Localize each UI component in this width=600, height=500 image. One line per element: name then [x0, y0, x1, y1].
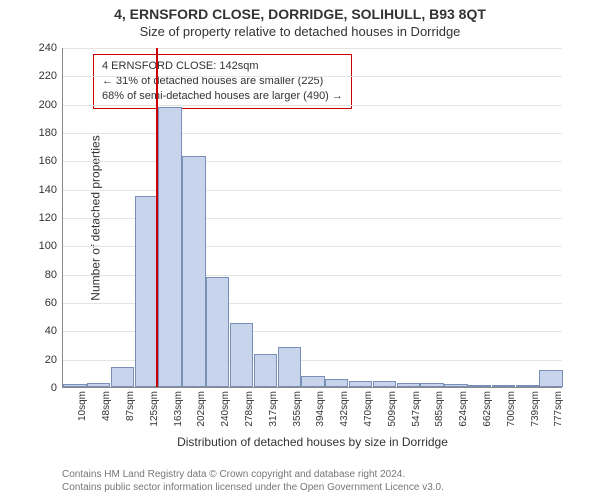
- x-tick-label: 240sqm: [220, 391, 231, 427]
- x-tick-label: 317sqm: [268, 391, 279, 427]
- x-tick-label: 585sqm: [434, 391, 445, 427]
- gridline: [63, 76, 562, 77]
- histogram-bar: [111, 367, 134, 387]
- x-tick-label: 739sqm: [530, 391, 541, 427]
- histogram-bar: [444, 384, 467, 387]
- footer-line2: Contains public sector information licen…: [62, 481, 580, 494]
- property-marker-line: [156, 48, 158, 387]
- y-tick-label: 200: [39, 99, 57, 111]
- histogram-bar: [254, 354, 277, 387]
- histogram-bar: [397, 383, 420, 387]
- histogram-bar: [63, 384, 86, 387]
- y-tick-label: 220: [39, 70, 57, 82]
- y-tick-label: 20: [45, 354, 57, 366]
- y-tick-label: 100: [39, 240, 57, 252]
- x-tick-label: 624sqm: [458, 391, 469, 427]
- x-tick-label: 125sqm: [149, 391, 160, 427]
- histogram-bar: [158, 107, 181, 388]
- callout-line3: 68% of semi-detached houses are larger (…: [102, 89, 343, 104]
- x-tick-label: 432sqm: [339, 391, 350, 427]
- chart-container: 4, ERNSFORD CLOSE, DORRIDGE, SOLIHULL, B…: [0, 0, 600, 500]
- y-tick-label: 40: [45, 325, 57, 337]
- histogram-bar: [492, 385, 515, 387]
- histogram-bar: [516, 385, 539, 387]
- x-tick-label: 662sqm: [482, 391, 493, 427]
- gridline: [63, 133, 562, 134]
- y-tick-label: 60: [45, 297, 57, 309]
- footer-line1: Contains HM Land Registry data © Crown c…: [62, 468, 580, 481]
- histogram-bar: [278, 347, 301, 387]
- histogram-bar: [206, 277, 229, 388]
- property-callout: 4 ERNSFORD CLOSE: 142sqm ← 31% of detach…: [93, 54, 352, 109]
- gridline: [63, 190, 562, 191]
- chart-subtitle: Size of property relative to detached ho…: [0, 22, 600, 39]
- chart-title-address: 4, ERNSFORD CLOSE, DORRIDGE, SOLIHULL, B…: [0, 0, 600, 22]
- gridline: [63, 48, 562, 49]
- x-axis-label: Distribution of detached houses by size …: [177, 435, 448, 449]
- callout-line1: 4 ERNSFORD CLOSE: 142sqm: [102, 59, 343, 74]
- x-tick-label: 10sqm: [77, 391, 88, 421]
- histogram-bar: [301, 376, 324, 387]
- x-tick-label: 777sqm: [553, 391, 564, 427]
- plot-area: Number of detached properties Distributi…: [62, 48, 562, 388]
- x-tick-label: 202sqm: [196, 391, 207, 427]
- x-tick-label: 87sqm: [125, 391, 136, 421]
- x-tick-label: 470sqm: [363, 391, 374, 427]
- x-tick-label: 394sqm: [315, 391, 326, 427]
- y-tick-label: 80: [45, 269, 57, 281]
- histogram-bar: [420, 383, 443, 387]
- y-tick-label: 240: [39, 42, 57, 54]
- histogram-bar: [135, 196, 158, 387]
- gridline: [63, 105, 562, 106]
- copyright-footer: Contains HM Land Registry data © Crown c…: [62, 468, 580, 494]
- histogram-bar: [373, 381, 396, 387]
- x-tick-label: 278sqm: [244, 391, 255, 427]
- x-tick-label: 355sqm: [292, 391, 303, 427]
- x-tick-label: 509sqm: [387, 391, 398, 427]
- histogram-bar: [539, 370, 562, 387]
- histogram-bar: [325, 379, 348, 388]
- histogram-bar: [182, 156, 205, 387]
- histogram-bar: [468, 385, 491, 387]
- gridline: [63, 161, 562, 162]
- histogram-bar: [349, 381, 372, 387]
- histogram-bar: [87, 383, 110, 387]
- y-tick-label: 160: [39, 155, 57, 167]
- y-tick-label: 180: [39, 127, 57, 139]
- y-tick-label: 140: [39, 184, 57, 196]
- histogram-bar: [230, 323, 253, 387]
- y-tick-label: 120: [39, 212, 57, 224]
- x-tick-label: 163sqm: [173, 391, 184, 427]
- y-tick-label: 0: [51, 382, 57, 394]
- x-tick-label: 48sqm: [101, 391, 112, 421]
- x-tick-label: 547sqm: [411, 391, 422, 427]
- x-tick-label: 700sqm: [506, 391, 517, 427]
